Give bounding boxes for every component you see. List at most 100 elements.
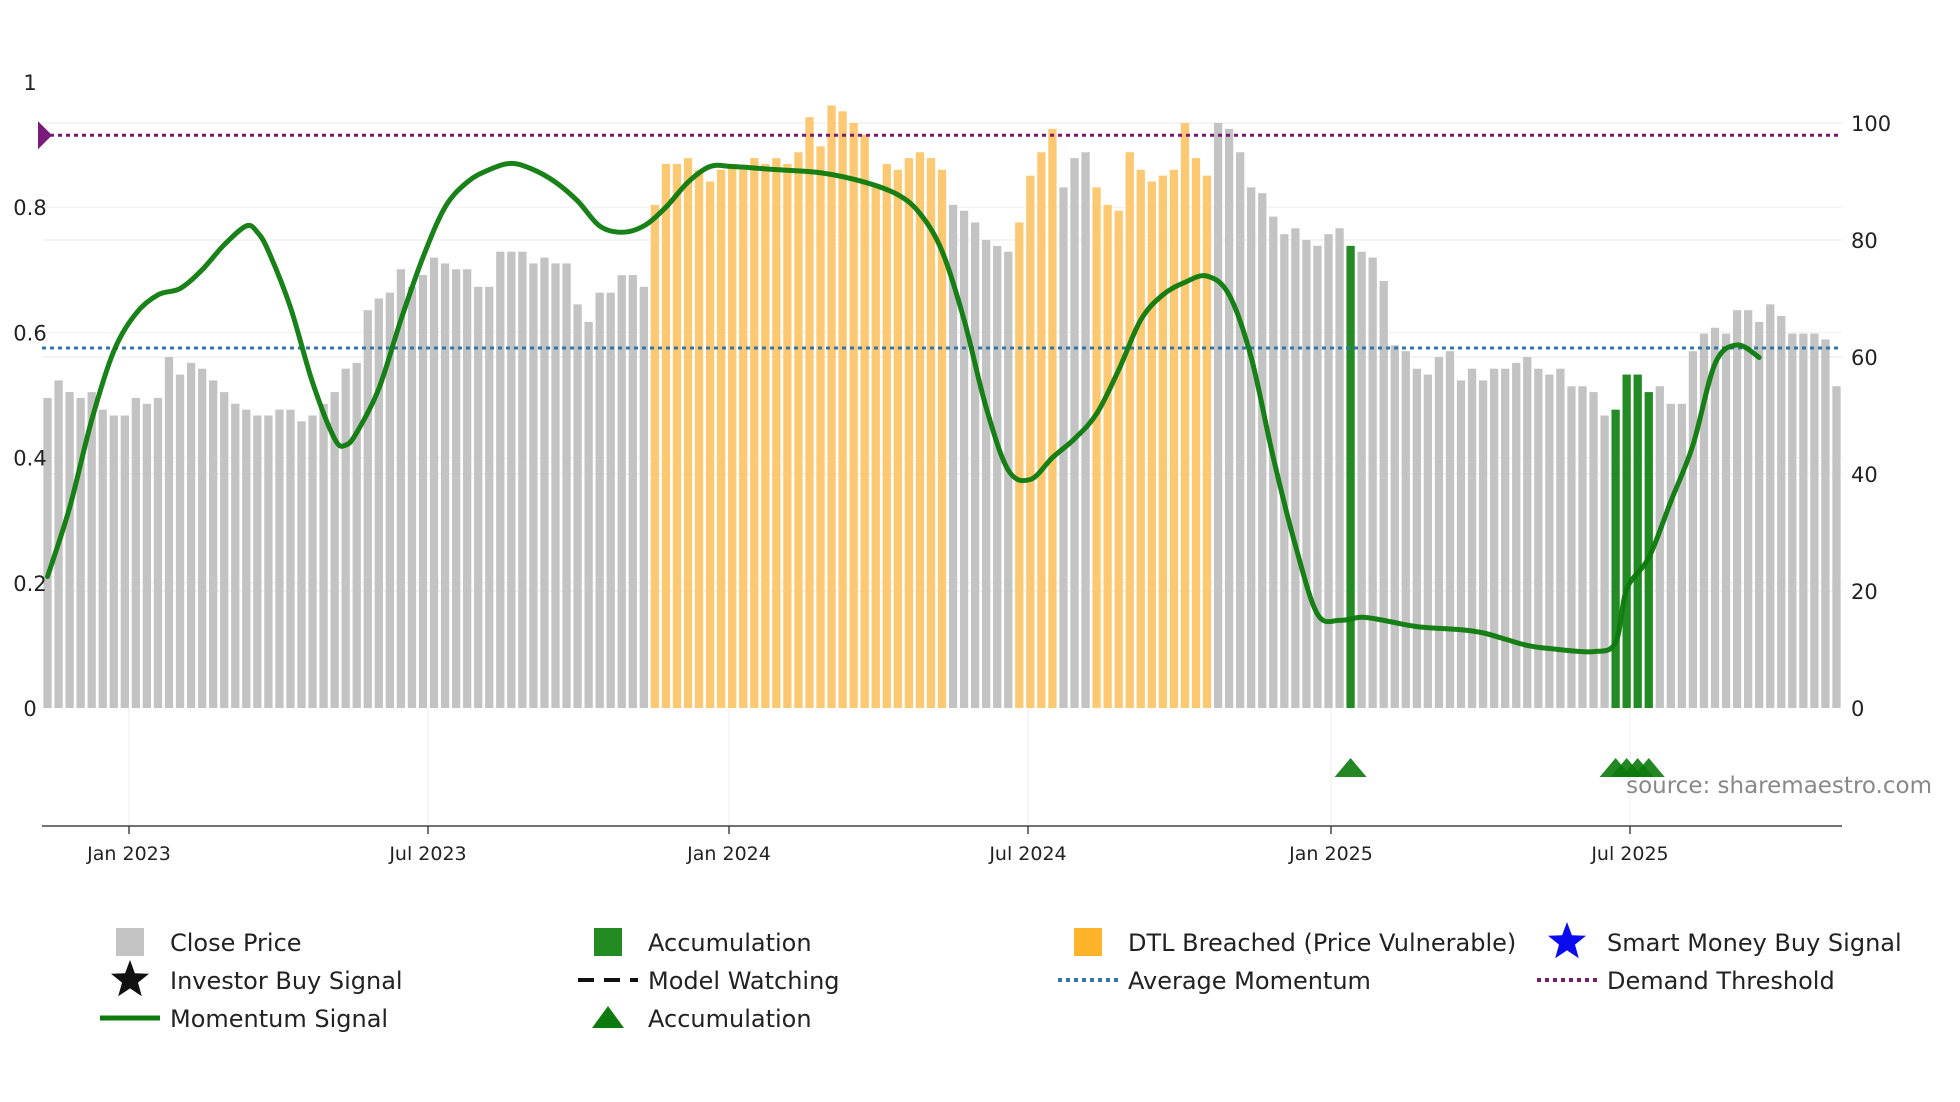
close-price-bar — [529, 263, 538, 708]
dtl-breached-bar — [827, 105, 836, 708]
accumulation-triangle — [1632, 758, 1665, 777]
dtl-breached-bar — [750, 158, 759, 709]
close-price-bar — [131, 397, 141, 708]
dtl-breached-bar — [1191, 158, 1201, 709]
x-axis-tick-label: Jan 2023 — [86, 843, 171, 865]
close-price-bar — [1710, 327, 1720, 708]
momentum-signal-path — [45, 160, 1762, 655]
smart-money-buy-signal-star-icon — [1548, 922, 1586, 959]
legend-label: Accumulation — [648, 1005, 812, 1033]
close-price-bar — [319, 403, 328, 708]
demand-threshold-marker — [38, 121, 52, 150]
close-price-bar — [1467, 368, 1477, 708]
close-price-bar — [1821, 339, 1830, 708]
dtl-breached-bar — [1169, 169, 1179, 709]
legend-item: Investor Buy Signal — [111, 960, 403, 997]
close-price-bar — [1567, 386, 1576, 708]
investor-buy-signal-star-icon — [111, 960, 149, 997]
dtl-breached-bar — [705, 181, 715, 708]
x-axis-tick-label: Jul 2024 — [988, 843, 1066, 865]
dtl-breached-bar — [871, 187, 880, 709]
close-price-bar — [1589, 392, 1598, 708]
close-price-bar — [1545, 374, 1554, 708]
close-price-bar — [341, 368, 350, 708]
legend-item: Model Watching — [578, 967, 840, 995]
right-axis-tick-label: 80 — [1851, 229, 1878, 253]
close-price-bar — [352, 362, 361, 708]
close-price-bar — [1224, 128, 1234, 709]
close-price-bar — [43, 397, 52, 708]
dtl-breached-bar — [728, 163, 737, 708]
close-price-bar — [1434, 357, 1444, 708]
legend-label: DTL Breached (Price Vulnerable) — [1128, 929, 1516, 957]
legend: Close Price Accumulation DTL Breached (Pri… — [100, 922, 1902, 1033]
accumulation-triangle — [1334, 758, 1367, 777]
signal-markers — [1334, 758, 1665, 777]
legend-label: Average Momentum — [1128, 967, 1371, 995]
close-price-bar — [970, 222, 980, 708]
close-price-bar — [474, 286, 483, 708]
x-axis-tick-label: Jan 2025 — [1288, 843, 1373, 865]
dtl-breached-bar — [893, 169, 902, 709]
close-price-bar — [1213, 123, 1223, 708]
close-price-bar — [1655, 386, 1664, 708]
close-price-bar — [330, 392, 339, 708]
legend-label: Momentum Signal — [170, 1005, 388, 1033]
dtl-breached-bar — [717, 169, 726, 709]
source-label: source: sharemaestro.com — [1626, 773, 1932, 799]
close-price-bar — [120, 415, 129, 708]
dtl-breached-bar — [1026, 175, 1035, 708]
close-price-bar — [595, 292, 604, 708]
close-price-bar — [1335, 228, 1344, 709]
close-price-bar — [385, 292, 394, 708]
close-price-bar — [164, 357, 174, 708]
close-price-swatch — [116, 928, 144, 956]
close-price-bar — [1732, 310, 1742, 708]
close-price-bar — [948, 204, 958, 708]
close-price-bar — [540, 257, 549, 708]
close-price-bar — [1324, 234, 1333, 708]
close-price-bar — [606, 292, 615, 708]
close-price-bar — [76, 397, 85, 708]
close-price-bar — [197, 368, 207, 708]
close-price-bar — [175, 374, 185, 708]
close-price-bar — [253, 415, 262, 708]
close-price-bar — [1401, 351, 1410, 708]
dtl-breached-bar — [761, 163, 770, 708]
close-price-bar — [1777, 316, 1786, 708]
close-price-bar — [1699, 333, 1709, 708]
close-price-bar — [1523, 357, 1532, 708]
close-price-bar — [1379, 280, 1388, 708]
dtl-breached-bar — [794, 152, 803, 708]
right-axis-tick-label: 40 — [1851, 463, 1878, 487]
dtl-breached-price-vulnerable-swatch — [1074, 928, 1102, 956]
close-price-bar — [109, 415, 118, 708]
close-price-bar — [220, 392, 229, 708]
dtl-breached-bar — [926, 158, 936, 709]
close-price-bar — [496, 251, 505, 708]
close-price-bar — [1302, 240, 1311, 708]
accumulation-swatch — [594, 928, 622, 956]
accumulation-bar — [1611, 409, 1620, 708]
dtl-breached-bar — [838, 111, 847, 709]
dtl-breached-bar — [915, 152, 925, 708]
close-price-bar — [1258, 193, 1267, 708]
legend-item: Accumulation — [594, 928, 812, 957]
left-axis-tick-label: 0 — [23, 697, 36, 721]
dtl-breached-bar — [1114, 210, 1123, 708]
dtl-breached-bar — [1037, 152, 1046, 708]
weekly-bars — [43, 105, 1841, 709]
dtl-breached-bar — [694, 169, 704, 709]
close-price-bar — [1070, 158, 1079, 709]
left-axis-tick-label: 0.4 — [13, 447, 46, 471]
dtl-breached-bar — [816, 146, 825, 708]
legend-item: Average Momentum — [1058, 967, 1371, 995]
left-axis-tick-label: 0.8 — [13, 196, 46, 220]
close-price-bar — [959, 210, 969, 708]
x-axis-tick-label: Jul 2025 — [1590, 843, 1668, 865]
legend-label: Close Price — [170, 929, 302, 957]
close-price-bar — [485, 286, 494, 708]
dtl-breached-bar — [1180, 123, 1190, 708]
dtl-breached-bar — [860, 134, 869, 708]
